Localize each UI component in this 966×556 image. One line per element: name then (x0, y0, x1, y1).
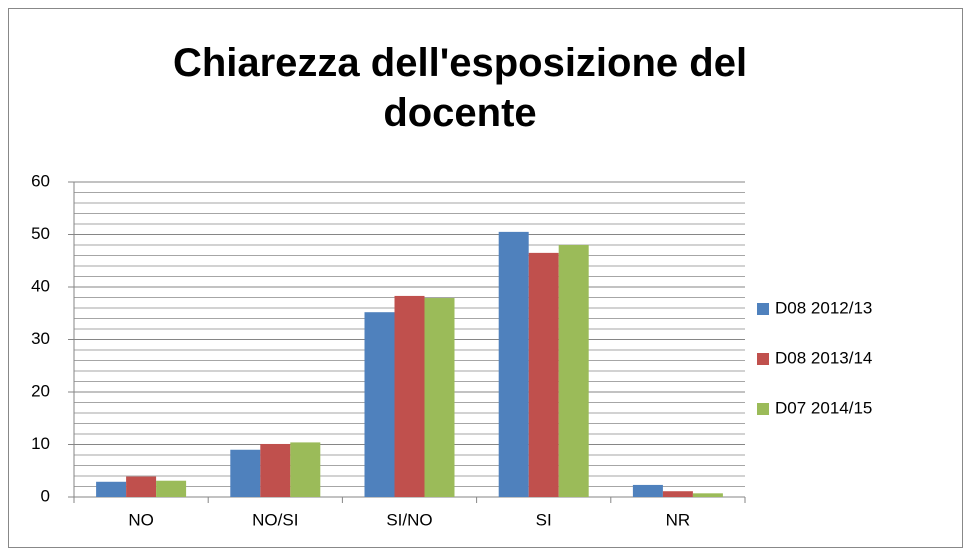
bar (424, 298, 455, 497)
x-tick-label: SI/NO (386, 510, 432, 529)
legend-label: D07 2014/15 (775, 398, 872, 417)
y-tick-label: 50 (31, 224, 50, 243)
x-tick-label: NR (666, 510, 691, 529)
legend-swatch (757, 353, 769, 365)
bar (156, 480, 187, 497)
bar (498, 231, 529, 497)
y-tick-label: 60 (31, 171, 50, 190)
bar (290, 442, 321, 497)
legend-swatch (757, 403, 769, 415)
bar (528, 252, 559, 497)
bar (632, 484, 663, 497)
bar (662, 491, 693, 497)
y-tick-label: 10 (31, 434, 50, 453)
chart-title: Chiarezza dell'esposizione del docente (172, 41, 748, 135)
y-tick-label: 40 (31, 276, 50, 295)
chart-border (8, 8, 963, 548)
bar (260, 443, 291, 497)
x-tick-label: SI (536, 510, 552, 529)
y-tick-label: 20 (31, 381, 50, 400)
y-tick-label: 0 (41, 486, 50, 505)
bar (394, 295, 425, 497)
bar (364, 312, 395, 497)
bar (230, 449, 261, 497)
bar (126, 476, 157, 497)
bar (558, 245, 589, 497)
x-tick-label: NO (128, 510, 154, 529)
legend-swatch (757, 303, 769, 315)
legend-label: D08 2013/14 (775, 348, 872, 367)
y-tick-label: 30 (31, 329, 50, 348)
legend-label: D08 2012/13 (775, 298, 872, 317)
bar (96, 481, 127, 497)
bar (692, 493, 723, 497)
x-tick-label: NO/SI (252, 510, 298, 529)
